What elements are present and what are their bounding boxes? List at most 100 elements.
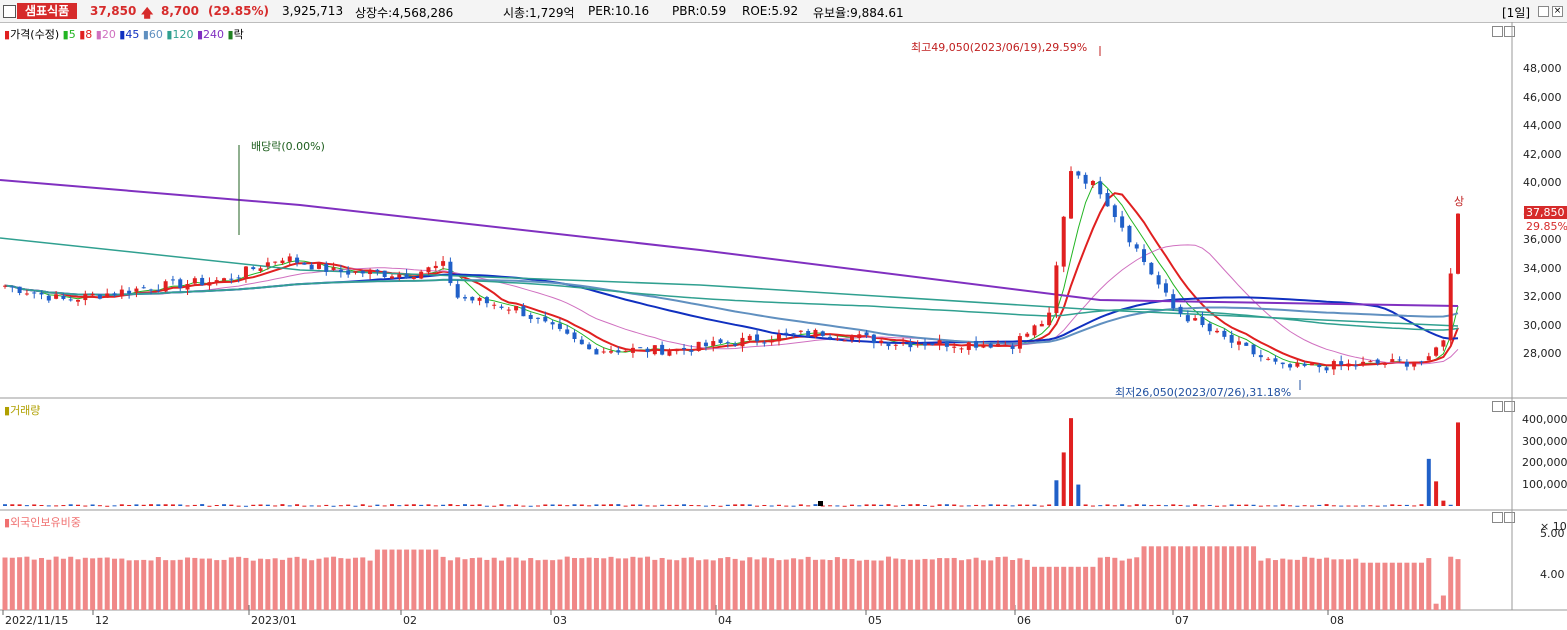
foreign-bar: [155, 557, 161, 610]
foreign-bar: [827, 560, 833, 610]
candle: [302, 262, 307, 265]
select-checkbox[interactable]: [3, 5, 16, 18]
candle: [1215, 330, 1220, 333]
last-price-tag: 37,850: [1524, 206, 1567, 219]
legend-ex: 락: [233, 28, 244, 41]
volume-bar: [1163, 505, 1168, 507]
up-arrow-icon: 🡅: [141, 6, 154, 20]
foreign-bar: [681, 557, 687, 610]
foreign-bar: [1068, 566, 1074, 610]
candle: [703, 342, 708, 347]
volume-bar: [849, 504, 854, 506]
foreign-bar: [185, 557, 191, 610]
foreign-bar: [294, 556, 300, 610]
candle: [265, 262, 270, 267]
volume-bar: [1361, 505, 1366, 507]
foreign-bar: [214, 560, 220, 610]
volume-bar: [915, 504, 920, 506]
restore-icon[interactable]: [1538, 6, 1549, 17]
volume-bar: [682, 504, 687, 506]
foreign-tick: 4.00: [1540, 568, 1565, 581]
ma-line-240: [0, 179, 1459, 307]
x-tick: 08: [1330, 614, 1344, 627]
candle: [1025, 333, 1030, 337]
candle: [660, 344, 665, 355]
foreign-bar: [301, 558, 307, 610]
foreign-bar: [958, 560, 964, 610]
candle: [1054, 265, 1059, 314]
volume-bar: [382, 505, 387, 507]
volume-panel-minimize-icon[interactable]: [1492, 401, 1503, 412]
volume-bar: [368, 505, 373, 507]
volume-bar: [375, 504, 380, 506]
ma-line-120-long: [0, 237, 1459, 327]
foreign-bar: [1141, 546, 1147, 610]
candle: [1382, 363, 1387, 365]
dividend-note: 배당락(0.00%): [251, 140, 325, 153]
candle: [353, 271, 358, 273]
foreign-bar: [1287, 559, 1293, 610]
candle: [1288, 364, 1293, 368]
foreign-bar: [812, 559, 818, 610]
candle: [1295, 362, 1300, 367]
candle: [835, 338, 840, 340]
candle: [273, 261, 278, 263]
foreign-panel-close-icon[interactable]: [1504, 512, 1515, 523]
low-note: 최저26,050(2023/07/26),31.18%: [1115, 386, 1292, 399]
candle: [433, 265, 438, 269]
foreign-bar: [973, 557, 979, 610]
foreign-bar: [557, 559, 563, 610]
volume-bar: [996, 504, 1001, 506]
panel-close-icon[interactable]: [1504, 26, 1515, 37]
period-selector[interactable]: [1일]: [1502, 6, 1531, 20]
candle: [886, 342, 891, 347]
foreign-bar: [455, 557, 461, 610]
foreign-bar: [170, 560, 176, 610]
foreign-bar: [856, 560, 862, 610]
candle: [1448, 273, 1453, 341]
panel-minimize-icon[interactable]: [1492, 26, 1503, 37]
foreign-bar: [842, 558, 848, 610]
volume-bar: [1229, 504, 1234, 506]
foreign-bar: [1331, 559, 1337, 610]
foreign-bar: [382, 549, 388, 610]
candle: [1039, 323, 1044, 327]
candle: [3, 285, 7, 287]
volume-bar: [1134, 504, 1139, 506]
volume-bar: [331, 505, 336, 507]
volume-bar: [1258, 505, 1263, 507]
candle: [828, 336, 833, 339]
volume-bar: [258, 504, 263, 506]
foreign-bar: [425, 549, 431, 610]
volume-bar: [1302, 505, 1307, 507]
volume-bar: [448, 504, 453, 506]
foreign-bar: [674, 560, 680, 610]
foreign-bar: [747, 557, 753, 610]
foreign-bar: [1097, 557, 1103, 610]
candle: [243, 266, 248, 278]
candle: [820, 331, 825, 336]
volume-tick: 100,000: [1522, 477, 1567, 491]
foreign-bar: [1148, 546, 1154, 610]
foreign-bar: [944, 558, 950, 610]
x-tick: 12: [95, 614, 109, 627]
volume-bar: [703, 505, 708, 507]
foreign-bar: [506, 557, 512, 610]
foreign-bar: [791, 558, 797, 610]
candle: [557, 323, 562, 329]
volume-bar: [718, 505, 723, 507]
volume-bar: [901, 504, 906, 506]
stock-name[interactable]: 샘표식품: [17, 3, 78, 19]
volume-bar: [149, 504, 154, 506]
foreign-bar: [31, 559, 37, 610]
x-tick: 04: [718, 614, 732, 627]
volume-bar: [273, 505, 278, 507]
candle: [76, 299, 81, 302]
volume-bar: [944, 504, 949, 506]
foreign-panel-minimize-icon[interactable]: [1492, 512, 1503, 523]
volume-panel-close-icon[interactable]: [1504, 401, 1515, 412]
close-icon[interactable]: ×: [1552, 6, 1563, 17]
volume-bar: [1207, 504, 1212, 506]
x-tick: 06: [1017, 614, 1031, 627]
